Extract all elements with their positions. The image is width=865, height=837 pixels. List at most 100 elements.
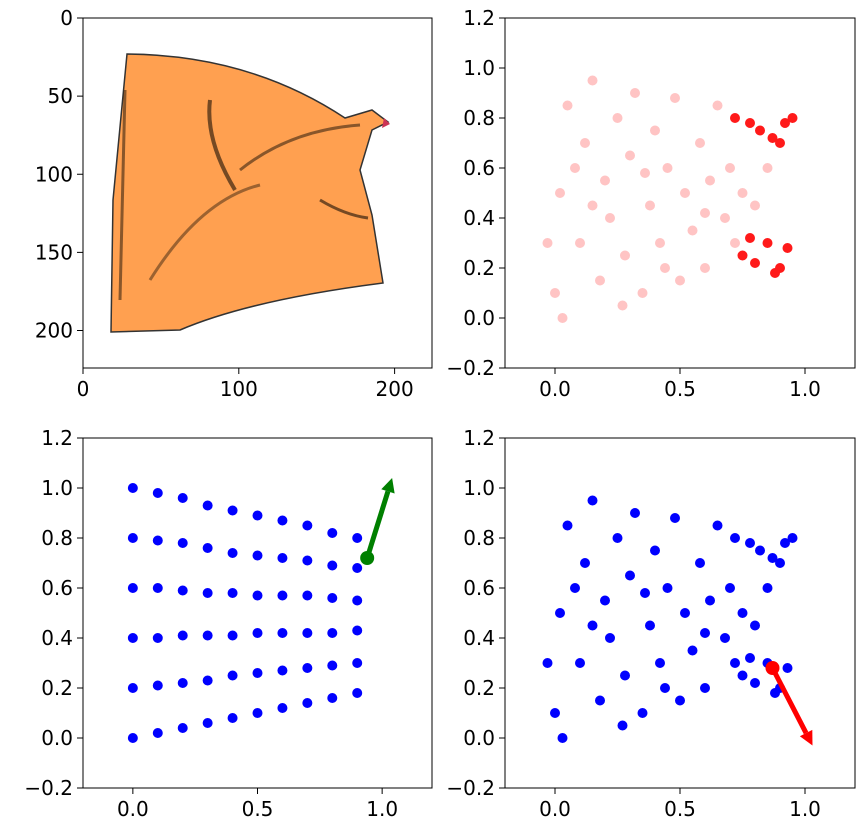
point	[152, 728, 163, 738]
point	[227, 713, 238, 723]
arrow-shaft	[364, 490, 391, 559]
point	[750, 258, 760, 268]
point	[660, 683, 670, 693]
point	[675, 275, 685, 286]
point	[587, 200, 598, 211]
axes-frame	[82, 437, 433, 789]
point	[745, 118, 755, 128]
point	[587, 620, 598, 631]
point	[227, 588, 238, 598]
point	[650, 125, 660, 136]
y-tick-label: 150	[35, 240, 73, 264]
point	[705, 175, 715, 186]
x-tick-label: 1.0	[789, 797, 821, 821]
point	[767, 133, 778, 143]
point	[557, 313, 568, 323]
point	[127, 583, 138, 593]
point	[770, 688, 780, 698]
point	[770, 268, 780, 278]
point	[570, 163, 580, 173]
point	[580, 138, 590, 148]
point	[580, 558, 590, 568]
y-tick-label: 1.2	[463, 6, 495, 30]
point	[620, 670, 630, 681]
x-tick-label: 100	[220, 377, 258, 401]
point	[645, 200, 655, 211]
point	[562, 520, 573, 531]
point	[620, 250, 630, 261]
point	[670, 93, 680, 103]
x-tick-label: 0.0	[539, 377, 571, 401]
y-tick-label: −0.2	[446, 776, 495, 800]
point	[227, 505, 238, 516]
y-tick-label: 0	[60, 6, 73, 30]
point	[327, 628, 338, 638]
point	[252, 510, 263, 521]
point	[670, 513, 680, 523]
point	[605, 213, 615, 223]
point	[327, 660, 338, 671]
point	[202, 630, 213, 641]
point	[750, 620, 760, 631]
point	[645, 620, 655, 631]
point	[202, 500, 213, 511]
point	[152, 535, 163, 546]
point	[252, 708, 263, 718]
fold	[319, 198, 369, 220]
point	[327, 560, 338, 571]
arrow-shaft	[770, 666, 809, 735]
point	[755, 125, 765, 136]
point	[737, 670, 748, 681]
point	[550, 288, 560, 298]
point	[695, 558, 705, 568]
y-tick-label: 0.4	[463, 626, 495, 650]
point	[662, 583, 673, 593]
point	[177, 493, 188, 503]
point	[730, 658, 740, 668]
y-tick-label: 1.2	[463, 426, 495, 450]
point	[767, 553, 778, 563]
y-tick-label: −0.2	[446, 356, 495, 380]
point	[725, 163, 735, 173]
point	[680, 188, 690, 198]
point	[745, 538, 755, 548]
point	[595, 275, 605, 286]
point	[730, 533, 740, 543]
point	[327, 693, 338, 703]
point	[227, 670, 238, 681]
x-tick-label: 0	[77, 377, 90, 401]
point	[625, 150, 635, 161]
point	[655, 238, 665, 248]
point	[612, 533, 623, 543]
point	[617, 300, 628, 311]
point	[127, 683, 138, 693]
point	[542, 238, 553, 248]
point	[277, 665, 288, 676]
point	[587, 495, 598, 506]
point	[737, 188, 748, 198]
point	[745, 233, 755, 243]
point	[750, 200, 760, 211]
point	[575, 658, 585, 668]
point	[152, 583, 163, 593]
y-tick-label: 0.4	[463, 206, 495, 230]
x-tick-label: 0.0	[539, 797, 571, 821]
point	[720, 633, 730, 643]
point	[177, 538, 188, 548]
point	[252, 550, 263, 561]
point	[600, 595, 610, 606]
point	[152, 488, 163, 498]
y-tick-label: 0.2	[463, 256, 495, 280]
point	[782, 663, 793, 673]
point	[277, 590, 288, 601]
y-tick-label: 50	[48, 84, 73, 108]
point	[555, 188, 565, 198]
point	[637, 708, 648, 718]
point	[762, 238, 773, 248]
point	[302, 628, 313, 638]
y-tick-label: 0.6	[463, 156, 495, 180]
point	[227, 630, 238, 641]
axes-frame	[504, 17, 856, 369]
point	[327, 593, 338, 603]
